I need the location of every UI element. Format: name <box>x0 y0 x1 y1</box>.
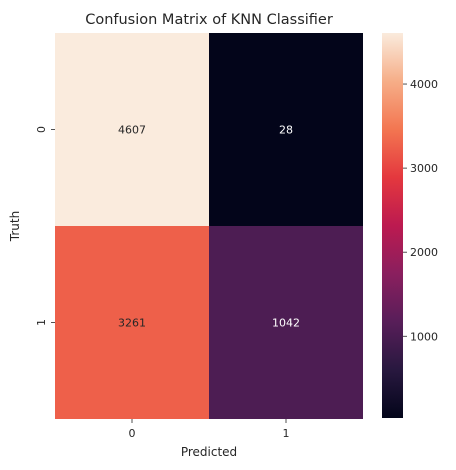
colorbar-ticks: 1000 2000 3000 4000 <box>403 78 438 343</box>
colorbar <box>382 33 403 418</box>
colorbar-tick-label: 4000 <box>410 78 438 91</box>
y-axis-label: Truth <box>8 211 22 242</box>
heatmap-cell-1-1 <box>209 226 363 419</box>
cell-value-label-1-1: 1042 <box>272 317 300 330</box>
y-axis-ticks: 01 <box>35 126 55 326</box>
heatmap-cell-1-0 <box>55 226 209 419</box>
cell-value-label-0-1: 28 <box>279 124 293 137</box>
colorbar-tick-label: 3000 <box>410 162 438 175</box>
cell-labels: 4607 28 3261 1042 <box>118 124 300 330</box>
x-tick-label: 1 <box>283 427 290 440</box>
x-axis-label: Predicted <box>181 445 237 459</box>
cell-value-label-0-0: 4607 <box>118 124 146 137</box>
colorbar-tick-label: 1000 <box>410 330 438 343</box>
colorbar-tick-label: 2000 <box>410 246 438 259</box>
heatmap-cell-0-1 <box>209 33 363 226</box>
heatmap-cells <box>55 33 363 419</box>
x-tick-label: 0 <box>129 427 136 440</box>
chart-title: Confusion Matrix of KNN Classifier <box>85 12 333 28</box>
cell-value-label-1-0: 3261 <box>118 317 146 330</box>
y-tick-label: 1 <box>35 319 48 326</box>
y-tick-label: 0 <box>35 126 48 133</box>
heatmap-cell-0-0 <box>55 33 209 226</box>
